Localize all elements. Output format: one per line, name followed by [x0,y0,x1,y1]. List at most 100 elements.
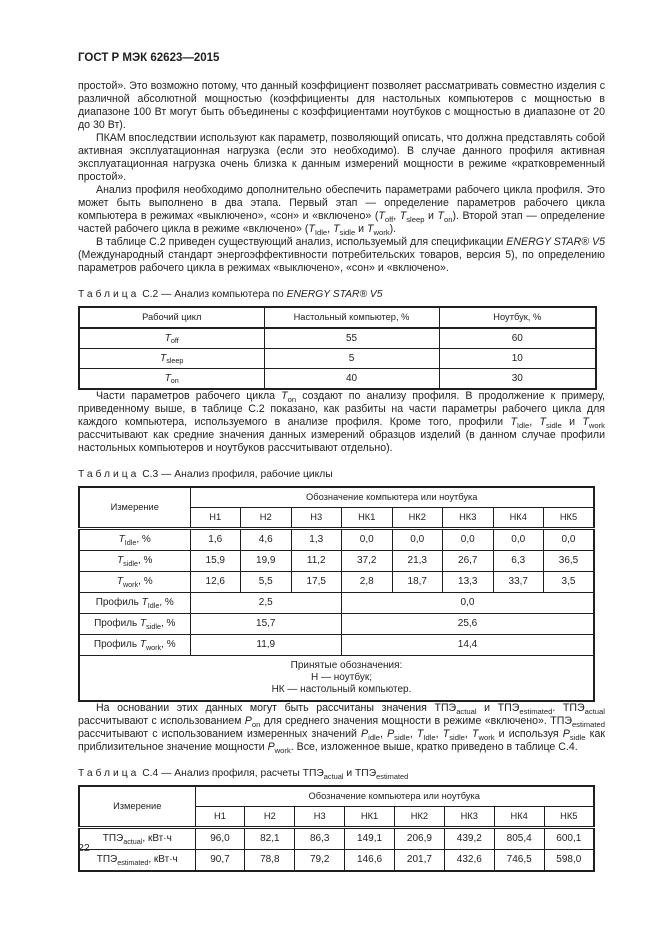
column-header: НК4 [493,806,545,829]
table-c2: Рабочий цикл Настольный компьютер, % Ноу… [78,306,597,390]
row-label: Ton [78,368,265,390]
column-header: Ноутбук, % [438,306,597,329]
column-header: Н2 [240,507,292,530]
table-cell: 2,8 [341,571,393,593]
table-header-row: Н1 Н2 Н3 НК1 НК2 НК3 НК4 НК5 [79,507,595,530]
caption-text: С.2 — Анализ компьютера по ENERGY STAR® … [142,289,383,300]
table-cell: 600,1 [543,827,595,850]
column-header: НК2 [391,507,443,530]
table-cell: 90,7 [194,849,246,872]
table-cell-merged-hk: 0,0 [341,592,595,614]
table-c2-caption: Таблица С.2 — Анализ компьютера по ENERG… [78,289,605,300]
table-cell: 12,6 [189,571,241,593]
table-row: Профиль Twork, % 11,9 14,4 [78,634,595,656]
column-header: Н1 [189,507,241,530]
column-header: НК2 [394,806,445,829]
row-label: Tsleep [78,348,265,369]
table-cell: 13,3 [442,571,494,593]
column-header: НК1 [344,806,395,829]
column-header: Рабочий цикл [78,306,265,329]
column-header-measure: Измерение [78,785,196,829]
legend-line: Н — ноутбук; [311,672,372,683]
table-cell-merged-h: 15,7 [189,613,342,635]
table-c3-caption: Таблица С.3 — Анализ профиля, рабочие ци… [78,469,605,480]
paragraph-2: ПКАМ впоследствии используют как парамет… [78,132,605,183]
table-cell: 439,2 [443,827,495,850]
column-header: Настольный компьютер, % [263,306,440,329]
legend-line: Принятые обозначения: [290,660,403,671]
table-cell-merged-hk: 25,6 [341,613,595,635]
column-header: НК5 [543,507,595,530]
caption-text: С.3 — Анализ профиля, рабочие циклы [142,469,333,480]
table-cell: 79,2 [294,849,346,872]
column-header-group: Обозначение компьютера или ноутбука [194,785,595,807]
table-row: Toff 55 60 [78,327,597,349]
table-cell: 5 [263,348,440,369]
column-header: Н1 [194,806,246,829]
table-legend-cell: Принятые обозначения: Н — ноутбук; НК — … [78,655,595,702]
column-header: НК4 [492,507,544,530]
table-cell: 36,5 [543,550,595,572]
row-label: Twork, % [78,571,191,593]
table-cell: 82,1 [244,827,296,850]
table-cell: 55 [263,327,440,349]
table-cell-merged-h: 2,5 [189,592,342,614]
table-c4-caption: Таблица С.4 — Анализ профиля, расчеты ТП… [78,768,605,781]
table-cell: 1,6 [189,528,241,551]
table-cell: 146,6 [344,849,395,872]
table-row: ТПЭestimated, кВт·ч 90,7 78,8 79,2 146,6… [78,849,595,872]
table-cell: 19,9 [240,550,292,572]
table-cell: 4,6 [240,528,292,551]
table-cell: 21,3 [391,550,443,572]
caption-label: Таблица [78,768,140,779]
caption-label: Таблица [78,469,140,480]
table-cell: 96,0 [194,827,246,850]
table-row: Ton 40 30 [78,368,597,390]
table-cell: 60 [438,327,597,349]
table-legend-row: Принятые обозначения: Н — ноутбук; НК — … [78,655,595,702]
table-row: TIdle, % 1,6 4,6 1,3 0,0 0,0 0,0 0,0 0,0 [78,528,595,551]
paragraph-6: На основании этих данных могут быть расс… [78,702,606,755]
table-header-row: Рабочий цикл Настольный компьютер, % Ноу… [78,306,597,329]
table-cell: 17,5 [290,571,342,593]
row-label: Профиль TIdle, % [78,592,191,614]
table-c3: Измерение Обозначение компьютера или ноу… [78,486,595,702]
column-header: НК1 [341,507,393,530]
table-cell: 201,7 [394,849,445,872]
table-cell: 5,5 [240,571,292,593]
table-cell: 30 [438,368,597,390]
table-cell: 33,7 [492,571,544,593]
table-cell: 10 [438,348,597,369]
table-header-row: Измерение Обозначение компьютера или ноу… [78,785,595,829]
legend-line: НК — настольный компьютер. [271,684,412,695]
table-c4: Измерение Обозначение компьютера или ноу… [78,785,595,872]
table-cell: 0,0 [442,528,494,551]
column-header: НК5 [543,806,595,829]
caption-text: С.4 — Анализ профиля, расчеты ТПЭactual … [142,768,409,781]
row-label: ТПЭestimated, кВт·ч [78,849,196,872]
table-cell: 18,7 [391,571,443,593]
table-cell: 15,9 [189,550,241,572]
caption-label: Таблица [78,289,140,300]
column-header-measure: Измерение [78,486,191,530]
table-cell-merged-h: 11,9 [189,634,342,656]
table-cell: 206,9 [394,827,445,850]
row-label: TIdle, % [78,528,191,551]
paragraph-4: В таблице С.2 приведен существующий анал… [78,236,605,274]
table-cell: 26,7 [442,550,494,572]
table-cell: 805,4 [493,827,545,850]
table-cell: 0,0 [543,528,595,551]
table-header-row: Н1 Н2 Н3 НК1 НК2 НК3 НК4 НК5 [79,806,595,829]
table-cell: 0,0 [341,528,393,551]
table-cell: 37,2 [341,550,393,572]
page-number: 22 [78,842,90,854]
table-row: Twork, % 12,6 5,5 17,5 2,8 18,7 13,3 33,… [78,571,595,593]
column-header-group: Обозначение компьютера или ноутбука [189,486,595,508]
table-cell: 746,5 [493,849,545,872]
table-cell: 78,8 [244,849,296,872]
table-row: ТПЭactual, кВт·ч 96,0 82,1 86,3 149,1 20… [78,827,595,850]
column-header: НК3 [442,507,494,530]
table-cell-merged-hk: 14,4 [341,634,595,656]
row-label: Tsidle, % [78,550,191,572]
